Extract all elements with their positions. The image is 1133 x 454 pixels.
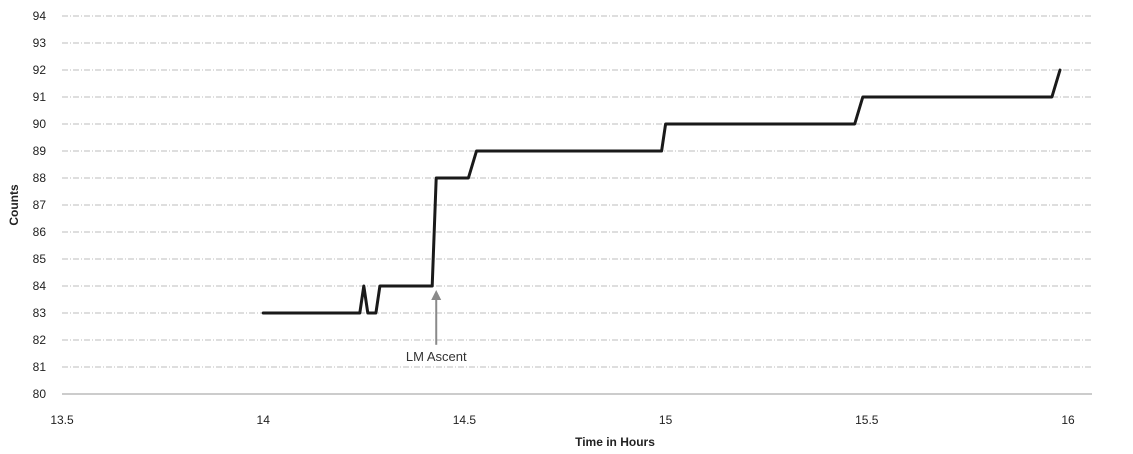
y-tick-label: 92	[33, 63, 47, 77]
x-tick-label: 14.5	[453, 413, 477, 427]
series-line-0	[261, 68, 1062, 315]
y-tick-label: 86	[33, 225, 47, 239]
grid-lines	[62, 15, 1092, 395]
x-tick-label: 15	[659, 413, 673, 427]
annotations-group: LM Ascent	[406, 290, 467, 364]
y-tick-label: 80	[33, 387, 47, 401]
y-tick-label: 85	[33, 252, 47, 266]
annotation-arrow-head	[431, 290, 442, 300]
y-tick-label: 82	[33, 333, 47, 347]
x-axis-tick-labels: 13.5 14 14.5 15 15.5 16	[50, 413, 1075, 427]
series-group	[261, 68, 1062, 315]
y-axis-tick-labels: 80 81 82 83 84 85 86 87 88 89 90 91 92 93 94	[33, 9, 47, 401]
x-tick-label: 14	[257, 413, 271, 427]
annotation-label: LM Ascent	[406, 349, 467, 364]
y-tick-label: 83	[33, 306, 47, 320]
x-tick-label: 15.5	[855, 413, 879, 427]
y-tick-label: 81	[33, 360, 47, 374]
y-tick-label: 93	[33, 36, 47, 50]
x-tick-label: 13.5	[50, 413, 74, 427]
y-tick-label: 87	[33, 198, 47, 212]
y-tick-label: 89	[33, 144, 47, 158]
y-tick-label: 88	[33, 171, 47, 185]
y-tick-label: 90	[33, 117, 47, 131]
x-tick-label: 16	[1061, 413, 1075, 427]
x-axis-title: Time in Hours	[575, 435, 655, 449]
y-axis-title: Counts	[7, 184, 21, 226]
y-tick-label: 91	[33, 90, 47, 104]
y-tick-label: 84	[33, 279, 47, 293]
y-tick-label: 94	[33, 9, 47, 23]
